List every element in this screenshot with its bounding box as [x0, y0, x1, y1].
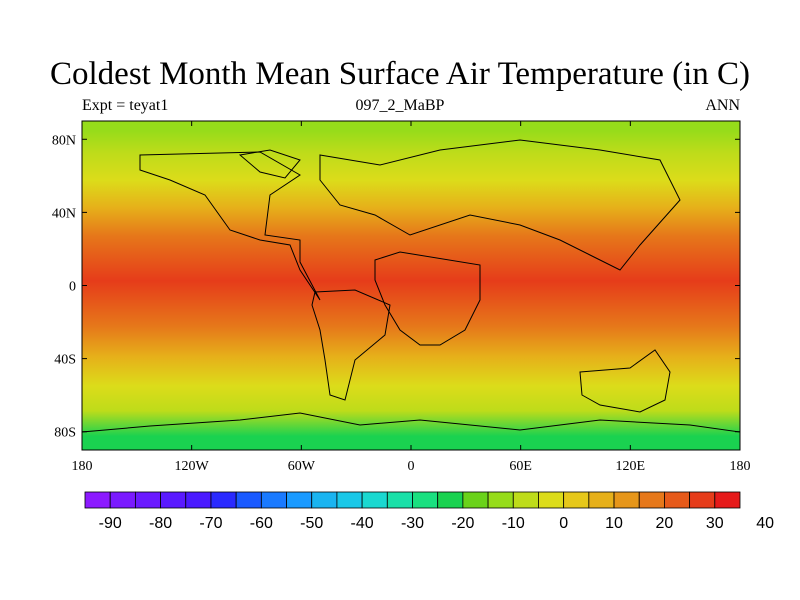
y-tick-label: 40N	[52, 206, 76, 221]
colorbar-swatch	[462, 491, 489, 509]
x-tick-label: 180	[72, 459, 93, 474]
temperature-field	[82, 121, 740, 450]
y-tick-label: 80S	[54, 426, 76, 441]
colorbar-swatch	[260, 491, 287, 509]
x-tick-label: 60E	[509, 459, 532, 474]
x-tick-label: 120E	[616, 459, 646, 474]
colorbar-swatch	[412, 491, 439, 509]
colorbar-swatch	[235, 491, 262, 509]
season-label: ANN	[705, 97, 740, 114]
colorbar-swatch	[664, 491, 691, 509]
colorbar-swatch	[286, 491, 313, 509]
colorbar-swatch	[160, 491, 187, 509]
colorbar-swatch	[437, 491, 464, 509]
colorbar-swatch	[386, 491, 413, 509]
x-tick-label: 180	[730, 459, 751, 474]
colorbar-label: -80	[149, 515, 172, 532]
colorbar-swatch	[361, 491, 388, 509]
x-axis: 180 120W 60W 0 60E 120E 180	[72, 121, 751, 474]
colorbar-swatch	[689, 491, 716, 509]
colorbar-swatch	[134, 491, 161, 509]
period-label: 097_2_MaBP	[355, 97, 445, 114]
y-tick-label: 40S	[54, 353, 76, 368]
colorbar-swatch	[311, 491, 338, 509]
colorbar-swatch	[714, 491, 741, 509]
colorbar-swatch	[210, 491, 237, 509]
outline-greenland	[238, 149, 301, 179]
outline-africa	[374, 251, 481, 346]
colorbar: -90-80-70-60-50-40-30-20-1001020304050	[84, 491, 774, 532]
colorbar-label: 0	[559, 515, 568, 532]
map-panel: 180 120W 60W 0 60E 120E 180 80N 40N 0 40S 80S	[52, 120, 751, 474]
colorbar-swatch	[512, 491, 539, 509]
y-tick-label: 0	[69, 280, 76, 295]
x-tick-label: 60W	[288, 459, 316, 474]
colorbar-label: 40	[756, 515, 774, 532]
x-tick-label: 0	[408, 459, 415, 474]
x-tick-label: 120W	[175, 459, 210, 474]
colorbar-swatch	[613, 491, 640, 509]
colorbar-label: -50	[300, 515, 323, 532]
colorbar-swatch	[487, 491, 514, 509]
colorbar-label: -90	[99, 515, 122, 532]
colorbar-swatch	[109, 491, 136, 509]
colorbar-swatch	[588, 491, 615, 509]
colorbar-swatch	[336, 491, 363, 509]
colorbar-label: 10	[605, 515, 623, 532]
colorbar-label: -40	[351, 515, 374, 532]
colorbar-label: -10	[502, 515, 525, 532]
colorbar-swatch	[538, 491, 565, 509]
colorbar-swatch	[638, 491, 665, 509]
colorbar-swatch	[185, 491, 212, 509]
colorbar-label: 30	[706, 515, 724, 532]
y-tick-label: 80N	[52, 133, 76, 148]
outline-south-america	[311, 289, 391, 401]
colorbar-label: -70	[199, 515, 222, 532]
colorbar-label: -20	[451, 515, 474, 532]
colorbar-swatch	[84, 491, 111, 509]
colorbar-label: 20	[656, 515, 674, 532]
colorbar-swatch	[563, 491, 590, 509]
outline-eurasia	[319, 139, 681, 271]
experiment-label: Expt = teyat1	[82, 97, 169, 114]
colorbar-label: -60	[250, 515, 273, 532]
outline-australia	[579, 349, 671, 413]
outline-north-america	[139, 151, 321, 301]
y-axis: 80N 40N 0 40S 80S	[52, 133, 740, 441]
colorbar-label: -30	[401, 515, 424, 532]
chart-title: Coldest Month Mean Surface Air Temperatu…	[50, 56, 750, 92]
